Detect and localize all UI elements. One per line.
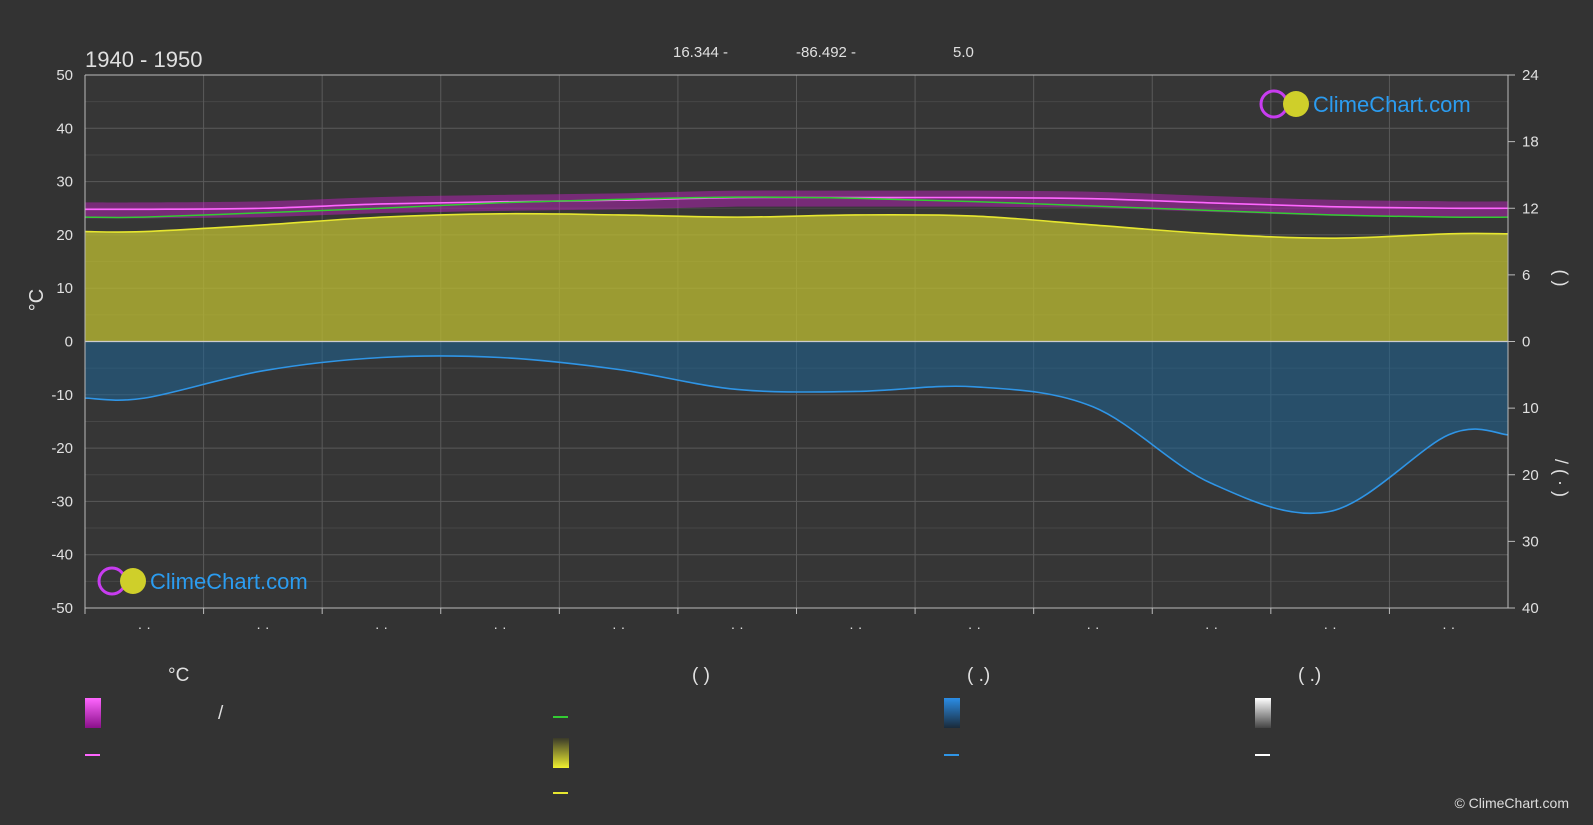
chart-lines [84,196,1509,515]
chart-title: 1940 - 1950 [85,47,202,72]
legend-precip-fill-swatch [944,698,960,728]
sunshine-line [84,212,1509,240]
chart-axes: 50 40 30 20 10 0 -10 -20 -30 -40 -50 24 18 12 6 0 10 20 30… [51,67,1538,635]
legend-sun-line-swatch [553,792,568,794]
x-tick-label: · · [493,619,506,635]
x-tick-label: · · [968,619,981,635]
chart-fills [85,190,1508,514]
left-tick-label: 40 [56,120,73,137]
right-bottom-tick-label: 30 [1522,533,1539,550]
logo-bottom-text: ClimeChart.com [150,569,308,594]
logo-sun-icon [1283,91,1309,117]
green-line [84,196,1509,219]
left-tick-label: 10 [56,280,73,297]
right-bottom-tick-label: 10 [1522,400,1539,417]
header-lat: 16.344 - [673,44,728,61]
left-tick-label: 50 [56,67,73,84]
right-axis-top-marks: ( ) [1551,270,1571,287]
x-tick-label: · · [849,619,862,635]
left-tick-label: -50 [51,600,73,617]
left-tick-label: 0 [65,334,73,351]
right-axis-bottom-marks: / ( · ) [1551,459,1571,497]
legend-temp-range-swatch [85,698,101,728]
right-top-tick-label: 24 [1522,67,1539,84]
sunshine-area [85,213,1508,342]
right-top-tick-label: 0 [1522,334,1530,351]
legend-col3-header: ( .) [967,665,991,686]
right-top-tick-label: 6 [1522,267,1530,284]
right-top-tick-label: 12 [1522,200,1539,217]
legend-temp-mean-swatch [85,754,100,756]
legend-green-line-swatch [553,716,568,718]
legend-col2-header: ( ) [692,665,710,686]
legend-col4-header: ( .) [1298,665,1322,686]
x-tick-label: · · [138,619,151,635]
legend-precip-line-swatch [944,754,959,756]
x-tick-label: · · [1086,619,1099,635]
temp-range-band [85,190,1508,219]
right-top-tick-label: 18 [1522,134,1539,151]
x-tick-label: · · [612,619,625,635]
x-tick-label: · · [375,619,388,635]
left-tick-label: -20 [51,440,73,457]
left-tick-label: -40 [51,547,73,564]
left-tick-label: 20 [56,227,73,244]
legend-sun-fill-swatch [553,738,569,768]
logo-sun-icon [120,568,146,594]
legend-col1-header: °C [168,665,190,686]
right-bottom-tick-label: 40 [1522,600,1539,617]
legend-col1-slash: / [218,703,224,724]
left-tick-label: 30 [56,174,73,191]
legend-snow-line-swatch [1255,754,1270,756]
left-axis-unit: °C [26,289,48,311]
left-tick-label: -30 [51,493,73,510]
header-lon: -86.492 - [796,44,856,61]
precip-area [85,341,1508,514]
x-tick-label: · · [731,619,744,635]
x-tick-label: · · [256,619,269,635]
x-tick-label: · · [1324,619,1337,635]
logo-top-text: ClimeChart.com [1313,92,1471,117]
x-tick-label: · · [1442,619,1455,635]
logo-bottom: ClimeChart.com [97,566,308,596]
copyright: © ClimeChart.com [1454,795,1569,811]
right-bottom-tick-label: 20 [1522,467,1539,484]
logo-top: ClimeChart.com [1259,89,1471,119]
left-tick-label: -10 [51,387,73,404]
precip-line [84,355,1509,515]
legend-snow-fill-swatch [1255,698,1271,728]
header-elev: 5.0 [953,44,974,61]
x-tick-label: · · [1205,619,1218,635]
